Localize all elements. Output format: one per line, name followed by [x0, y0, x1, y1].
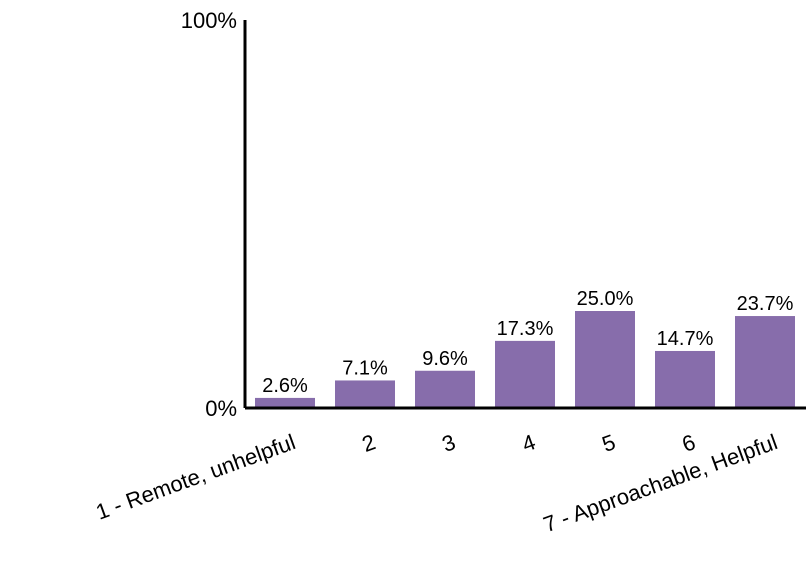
y-tick-label-0: 0% — [205, 396, 237, 421]
y-tick-label-1: 100% — [181, 8, 237, 33]
data-label-7: 23.7% — [737, 293, 794, 315]
category-labels: 1 - Remote, unhelpful 2 3 4 5 67 - Approachab… — [93, 429, 781, 537]
data-label-6: 14.7% — [657, 328, 714, 350]
bar-6 — [655, 350, 715, 408]
bar-2 — [335, 380, 395, 408]
data-labels-group: 2.6% 7.1% 9.6% 17.3% 25.0% 14.7% 23.7% — [262, 288, 793, 397]
category-label-4: 4 — [519, 429, 539, 457]
data-label-4: 17.3% — [497, 318, 554, 340]
bar-4 — [495, 340, 555, 408]
bar-1 — [255, 397, 315, 408]
y-tick-labels: 0% 100% — [181, 8, 237, 421]
category-label-3: 3 — [439, 429, 459, 457]
category-label-1: 1 - Remote, unhelpful — [93, 429, 299, 524]
bar-3 — [415, 370, 475, 408]
category-label-6: 6 — [679, 429, 699, 457]
data-label-5: 25.0% — [577, 288, 634, 310]
category-label-7: 7 - Approachable, Helpful — [540, 429, 781, 537]
bar-5 — [575, 311, 635, 408]
bars-group — [255, 311, 795, 408]
data-label-2: 7.1% — [342, 357, 388, 379]
data-label-1: 2.6% — [262, 375, 308, 397]
category-label-2: 2 — [359, 429, 379, 457]
data-label-3: 9.6% — [422, 348, 468, 370]
category-label-5: 5 — [599, 429, 619, 457]
bar-7 — [735, 316, 795, 408]
